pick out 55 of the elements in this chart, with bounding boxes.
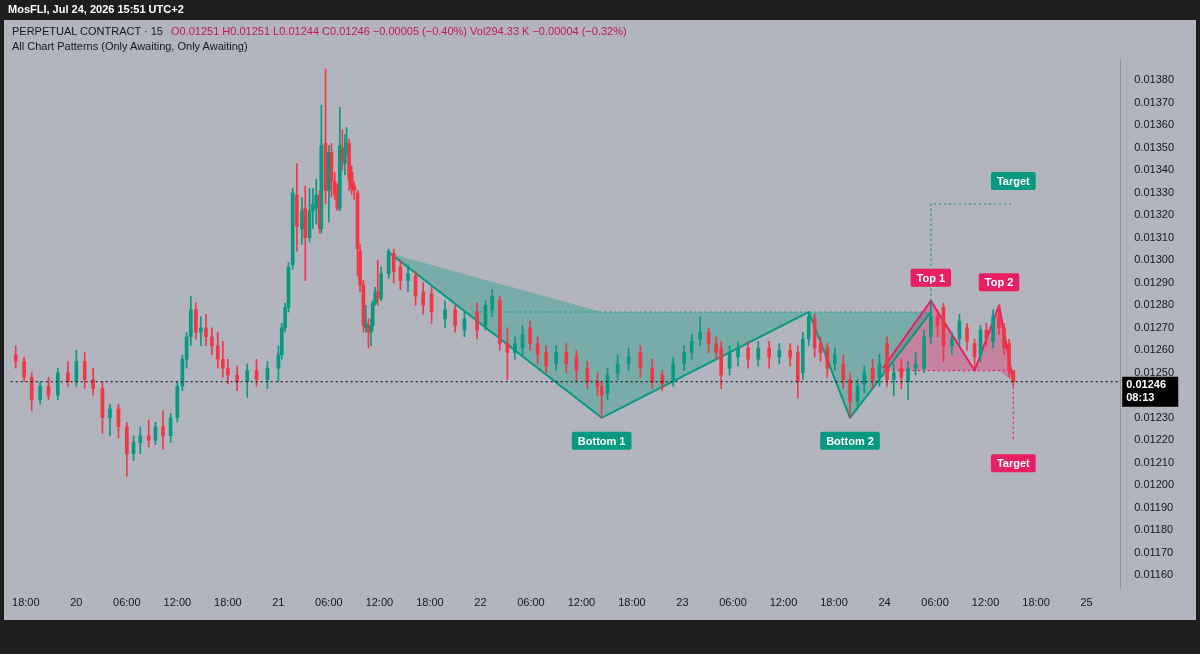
y-tick-label: 0.01220: [1134, 433, 1174, 446]
x-tick-label: 23: [676, 596, 689, 609]
y-tick-label: 0.01290: [1134, 275, 1174, 288]
y-tick-label: 0.01260: [1134, 343, 1174, 356]
x-tick-label: 20: [70, 596, 83, 609]
annotation: Target: [996, 457, 1031, 470]
annotation: Bottom 2: [826, 434, 874, 447]
annotation: Top 1: [916, 271, 946, 284]
y-tick-label: 0.01280: [1134, 298, 1174, 311]
y-tick-label: 0.01200: [1134, 478, 1174, 491]
x-tick-label: 06:00: [315, 596, 343, 609]
annotation: Bottom 1: [577, 434, 626, 447]
y-tick-label: 0.01380: [1134, 73, 1174, 86]
y-tick-label: 0.01270: [1134, 320, 1174, 333]
x-tick-label: 22: [474, 596, 487, 609]
ref-line-label: 0.01246 08:13: [1126, 378, 1166, 404]
y-tick-label: 0.01360: [1134, 118, 1174, 131]
x-tick-label: 24: [878, 596, 891, 609]
y-tick-label: 0.01230: [1134, 410, 1174, 423]
text: O0.01251 H0.01251 L0.01244 C0.01246 −0.00005 (−0.40%) Vol294.33 K −0.00004 (−0.32%): [170, 25, 627, 37]
text: MosFLI, Jul 24, 2026 15:51 UTC+2: [8, 3, 184, 15]
y-tick-label: 0.01160: [1134, 568, 1174, 581]
y-tick-label: 0.01170: [1134, 545, 1174, 558]
x-tick-label: 12:00: [971, 596, 1000, 609]
y-tick-label: 0.01250: [1134, 365, 1174, 378]
y-tick-label: 0.01210: [1134, 455, 1174, 468]
y-tick-label: 0.01310: [1134, 230, 1174, 243]
x-tick-label: 21: [272, 596, 285, 609]
x-tick-label: 18:00: [1022, 596, 1050, 609]
x-tick-label: 18:00: [820, 596, 848, 609]
chart-title: PERPETUAL CONTRACT · 15: [12, 25, 163, 37]
x-tick-label: 18:00: [618, 596, 646, 609]
x-tick-label: 12:00: [769, 596, 798, 609]
y-tick-label: 0.01320: [1134, 208, 1174, 221]
x-tick-label: 18:00: [416, 596, 444, 609]
x-tick-label: 06:00: [113, 596, 141, 609]
y-tick-label: 0.01300: [1134, 253, 1174, 266]
x-tick-label: 18:00: [214, 596, 242, 609]
y-tick-label: 0.01340: [1134, 163, 1174, 176]
x-tick-label: 25: [1080, 596, 1093, 609]
x-tick-label: 06:00: [921, 596, 949, 609]
y-tick-label: 0.01190: [1134, 500, 1174, 513]
y-tick-label: 0.01370: [1134, 95, 1174, 108]
y-tick-label: 0.01350: [1134, 140, 1174, 153]
x-tick-label: 12:00: [365, 596, 394, 609]
x-tick-label: 06:00: [517, 596, 545, 609]
x-tick-label: 06:00: [719, 596, 747, 609]
y-tick-label: 0.01180: [1134, 523, 1174, 536]
x-tick-label: 12:00: [163, 596, 192, 609]
x-tick-label: 18:00: [12, 596, 40, 609]
chart-subtitle: All Chart Patterns (Only Awaiting, Only Awaiting): [12, 40, 249, 52]
y-tick-label: 0.01330: [1134, 185, 1174, 198]
annotation: Target: [996, 175, 1031, 188]
annotation: Top 2: [984, 276, 1014, 289]
x-tick-label: 12:00: [567, 596, 596, 609]
